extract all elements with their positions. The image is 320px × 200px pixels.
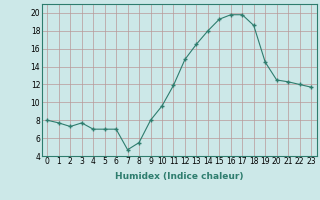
X-axis label: Humidex (Indice chaleur): Humidex (Indice chaleur) (115, 172, 244, 181)
